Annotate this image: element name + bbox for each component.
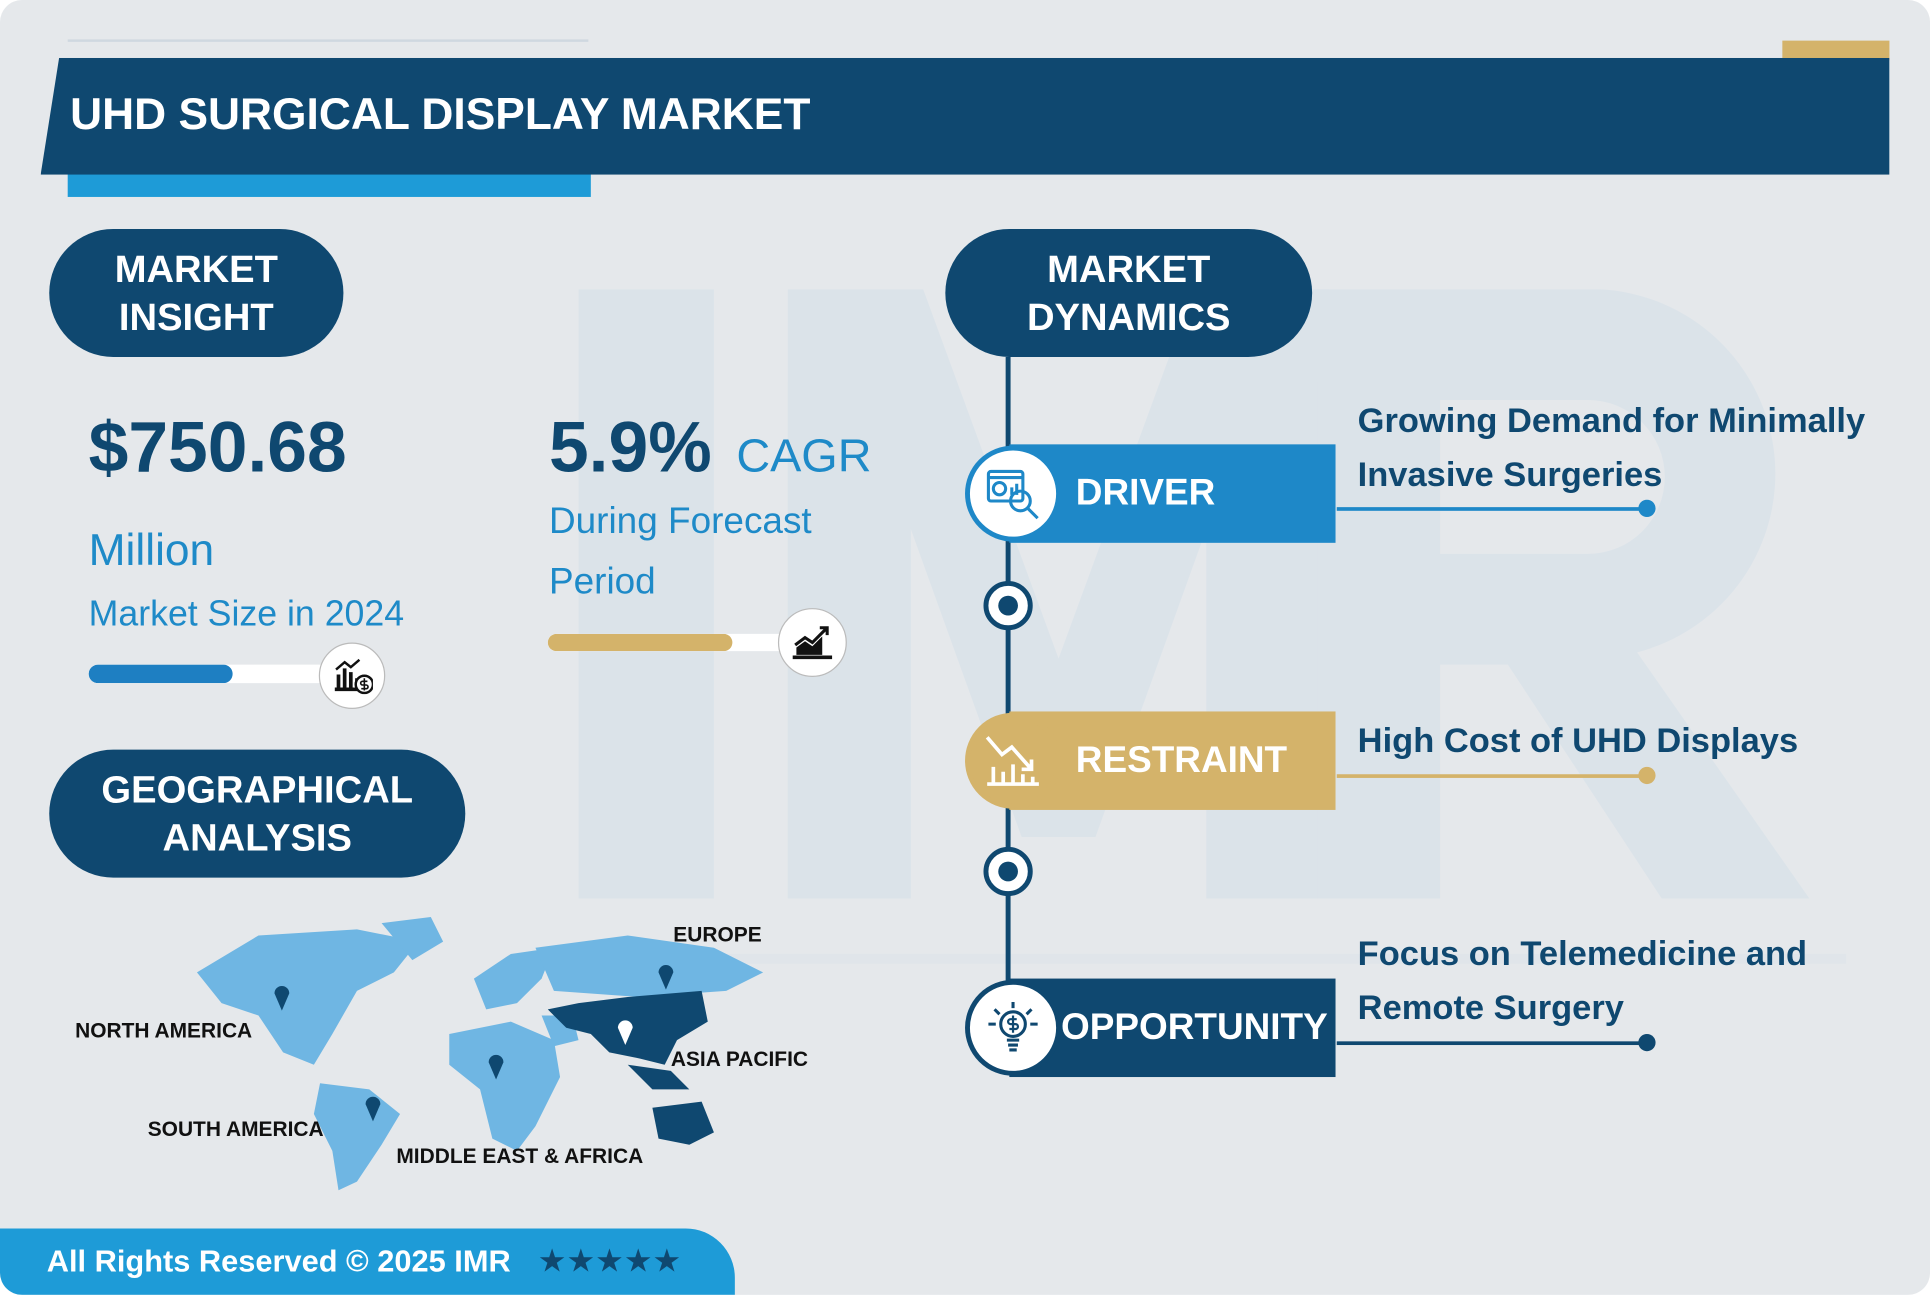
region-label-europe: EUROPE: [673, 923, 762, 947]
map-pin-icon: [365, 1096, 381, 1122]
driver-bar: DRIVER: [1009, 444, 1336, 543]
opportunity-bar: OPPORTUNITY: [1009, 978, 1336, 1078]
map-greenland: [381, 917, 444, 961]
map-south-america: [313, 1083, 401, 1191]
timeline-line: [1005, 356, 1011, 985]
watermark-tagline-band: [578, 953, 1847, 964]
timeline-node: [983, 580, 1033, 631]
market-unit: Million: [88, 524, 215, 575]
growth-chart-icon: [777, 608, 847, 677]
market-size-bar: [88, 664, 329, 684]
region-label-asia-pacific: ASIA PACIFIC: [670, 1047, 809, 1071]
heading-line: GEOGRAPHICAL: [101, 768, 414, 812]
opportunity-text-line: Remote Surgery: [1357, 988, 1624, 1027]
watermark-logo: [578, 289, 1847, 964]
heading-line: DYNAMICS: [1026, 295, 1231, 339]
header-gold-accent: [1782, 40, 1890, 61]
timeline-node: [983, 846, 1033, 897]
restraint-bar: RESTRAINT: [1009, 711, 1336, 810]
cagr-value: 5.9%: [548, 407, 712, 488]
dollar-bulb-icon: [965, 979, 1062, 1076]
map-pin-icon: [617, 1020, 633, 1046]
market-size-bar-fill: [88, 664, 233, 684]
analytics-magnifier-icon: [965, 445, 1062, 542]
opportunity-label: OPPORTUNITY: [1061, 1006, 1328, 1048]
header-banner: [40, 57, 1890, 175]
map-pin-icon: [658, 965, 674, 990]
driver-text: Growing Demand for Minimally Invasive Su…: [1358, 394, 1865, 502]
map-africa: [449, 1021, 561, 1151]
bar-chart-dollar-icon: [318, 642, 386, 709]
cagr-caption-line1: During Forecast: [548, 500, 812, 542]
cagr-bar-fill: [547, 633, 733, 652]
footer-rating-stars: ★★★★★: [537, 1243, 682, 1281]
geographical-analysis-heading: GEOGRAPHICAL ANALYSIS: [49, 749, 466, 878]
header-top-line: [67, 39, 589, 42]
footer: All Rights Reserved © 2025 IMR ★★★★★: [0, 1228, 735, 1295]
restraint-label: RESTRAINT: [1075, 739, 1288, 781]
opportunity-connector: [1336, 1033, 1656, 1052]
map-australia: [652, 1101, 714, 1145]
cagr-row: 5.9% CAGR: [549, 406, 871, 488]
map-europe: [473, 947, 554, 1010]
header-blue-accent: [67, 172, 591, 197]
page-title: UHD SURGICAL DISPLAY MARKET: [70, 88, 811, 140]
restraint-connector: [1336, 766, 1656, 785]
market-value: $750.68: [88, 407, 347, 488]
cagr-caption-line2: Period: [548, 561, 656, 602]
map-pin-icon: [274, 985, 290, 1011]
cagr-label: CAGR: [736, 430, 872, 483]
driver-connector: [1336, 499, 1656, 517]
heading-line: MARKET: [114, 247, 278, 291]
footer-copyright: All Rights Reserved © 2025 IMR: [46, 1243, 511, 1279]
region-label-middle-east-africa: MIDDLE EAST & AFRICA: [396, 1144, 644, 1169]
market-dynamics-heading: MARKET DYNAMICS: [945, 228, 1313, 357]
map-pin-icon: [488, 1054, 504, 1080]
restraint-text-line: High Cost of UHD Displays: [1357, 721, 1799, 760]
declining-chart-icon: [965, 712, 1062, 809]
market-insight-heading: MARKET INSIGHT: [49, 228, 344, 357]
map-north-america: [196, 929, 419, 1065]
restraint-text: High Cost of UHD Displays: [1358, 714, 1798, 768]
driver-text-line: Growing Demand for Minimally: [1357, 401, 1866, 440]
region-label-south-america: SOUTH AMERICA: [147, 1117, 324, 1142]
cagr-bar: [547, 633, 788, 652]
driver-text-line: Invasive Surgeries: [1357, 455, 1663, 494]
market-caption: Market Size in 2024: [88, 594, 405, 634]
heading-line: INSIGHT: [118, 295, 274, 339]
map-southeast-asia: [627, 1064, 690, 1090]
opportunity-text: Focus on Telemedicine and Remote Surgery: [1358, 927, 1807, 1035]
map-russia: [535, 935, 764, 998]
opportunity-text-line: Focus on Telemedicine and: [1357, 934, 1808, 973]
driver-label: DRIVER: [1075, 472, 1216, 514]
world-map: [196, 917, 764, 1191]
heading-line: ANALYSIS: [162, 816, 352, 860]
heading-line: MARKET: [1047, 247, 1211, 291]
region-label-north-america: NORTH AMERICA: [75, 1019, 253, 1043]
